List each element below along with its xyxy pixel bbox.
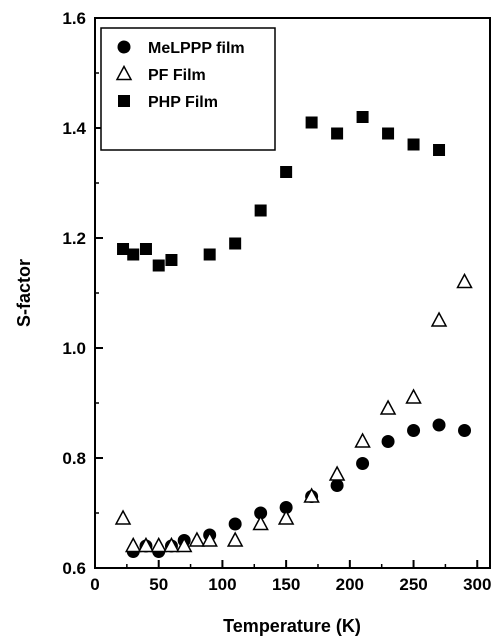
data-series	[114, 111, 473, 558]
data-point	[328, 465, 346, 481]
x-tick-label: 300	[463, 575, 491, 594]
legend: MeLPPP film PF Film PHP Film	[100, 27, 276, 151]
data-point	[254, 506, 268, 520]
data-point	[382, 127, 395, 140]
data-point	[331, 127, 344, 140]
data-point	[117, 243, 130, 255]
data-point	[381, 435, 395, 448]
series-2	[114, 272, 473, 553]
x-tick-label: 50	[149, 575, 168, 594]
legend-label: MeLPPP film	[148, 40, 245, 57]
data-point	[229, 237, 242, 250]
x-tick-label: 0	[90, 575, 99, 594]
x-tick-label: 250	[399, 575, 427, 594]
y-tick-label: 1.0	[62, 339, 86, 358]
data-point	[226, 531, 244, 547]
y-axis-title: S-factor	[14, 259, 34, 327]
data-point	[330, 479, 344, 492]
x-tick-label: 100	[208, 575, 236, 594]
data-point	[279, 501, 293, 514]
x-tick-label: 200	[336, 575, 364, 594]
data-point	[430, 311, 448, 327]
y-tick-label: 0.8	[62, 449, 86, 468]
data-point	[175, 536, 193, 553]
data-point	[303, 487, 320, 503]
data-point	[280, 166, 293, 178]
data-point	[407, 138, 420, 151]
data-point	[456, 272, 473, 289]
series-1	[126, 418, 472, 558]
x-tick-label: 150	[272, 575, 300, 594]
data-point	[432, 418, 446, 432]
y-tick-label: 1.4	[62, 119, 86, 138]
x-axis: 0 50 100 150 200 250 300	[90, 560, 491, 594]
data-point	[203, 248, 216, 261]
data-point	[114, 509, 132, 525]
data-point	[305, 116, 318, 129]
data-point	[139, 243, 152, 255]
data-point	[127, 248, 140, 261]
legend-marker	[118, 95, 130, 107]
data-point	[405, 388, 422, 404]
data-point	[152, 259, 165, 272]
data-point	[356, 457, 370, 470]
data-point	[354, 432, 371, 448]
y-tick-label: 1.2	[62, 229, 86, 248]
legend-marker	[117, 40, 131, 54]
data-point	[150, 536, 167, 553]
data-point	[201, 531, 218, 547]
data-point	[137, 536, 155, 553]
legend-label: PHP Film	[148, 94, 218, 111]
data-point	[356, 111, 369, 123]
y-axis: 0.6 0.8 1.0 1.2 1.4 1.6	[62, 9, 103, 578]
y-tick-label: 1.6	[62, 9, 86, 28]
data-point	[188, 531, 206, 547]
data-point	[163, 536, 180, 553]
data-point	[379, 399, 397, 415]
legend-marker	[115, 64, 133, 81]
data-point	[407, 424, 421, 437]
data-point	[228, 517, 242, 531]
data-point	[252, 514, 269, 531]
data-point	[165, 254, 178, 266]
legend-label: PF Film	[148, 67, 206, 84]
data-point	[458, 424, 472, 437]
data-point	[433, 144, 446, 156]
series-3	[117, 111, 446, 272]
data-point	[277, 509, 295, 525]
y-tick-label: 0.6	[62, 559, 86, 578]
data-point	[254, 204, 267, 217]
x-axis-title: Temperature (K)	[223, 616, 361, 636]
data-point	[124, 536, 142, 553]
